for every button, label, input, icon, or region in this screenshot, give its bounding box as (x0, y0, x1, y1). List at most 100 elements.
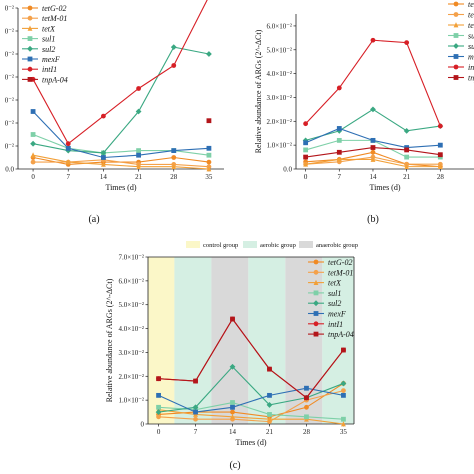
legend-label-tetM-01: tetM-01 (328, 268, 353, 277)
x-tick-label: 28 (437, 173, 445, 181)
x-axis-label: Times (d) (369, 183, 400, 192)
legend-label-tetX: tetX (468, 21, 474, 30)
legend-marker-mexF (27, 56, 33, 62)
point-mexF (304, 385, 309, 391)
panel-b-label: (b) (367, 214, 379, 225)
point-mexF (267, 392, 272, 398)
legend-label-tnpA-04: tnpA-04 (42, 75, 68, 84)
panel-a: 0 7 14 21 28 35 Times (d) 0.0 0⁻² 0⁻² 0⁻² 0⁻² 0⁻² 0⁻²… (5, 0, 224, 192)
band-legend-swatch (299, 241, 313, 248)
point-sul1 (336, 137, 342, 143)
y-tick-label: 0⁻² (5, 74, 14, 82)
point-intI1 (136, 86, 141, 91)
point-tetX (206, 166, 212, 172)
point-intI1 (101, 113, 106, 119)
point-tetG-02 (206, 159, 212, 165)
legend-marker-intI1 (313, 321, 319, 327)
x-tick-label: 7 (66, 173, 70, 181)
y-tick-label: 2.0×10⁻² (119, 373, 145, 381)
point-intI1 (336, 85, 342, 91)
point-mexF (193, 409, 198, 415)
x-tick-label: 14 (100, 173, 108, 181)
series-line-sul2 (32, 46, 210, 154)
point-intI1 (65, 141, 71, 147)
series-line-tetG-02 (158, 382, 344, 418)
legend-label-sul1: sul1 (328, 289, 341, 298)
point-mexF (437, 142, 443, 148)
legend-label-sul2: sul2 (328, 299, 341, 308)
point-mexF (101, 155, 106, 160)
panel-a-label: (a) (88, 214, 99, 225)
point-intI1 (404, 40, 410, 46)
y-tick-label: 5.0×10⁻² (267, 46, 293, 54)
legend-label-tnpA-04: tnpA-04 (468, 74, 474, 83)
x-axis-label: Times (d) (105, 183, 136, 192)
panel-c: control group aerobic group anaerobic grou… (105, 241, 358, 447)
point-mexF (336, 126, 342, 131)
point-tetX (437, 163, 443, 170)
series-line-sul2 (158, 365, 344, 413)
x-axis-label: Times (d) (235, 438, 266, 447)
point-sul2 (370, 106, 376, 113)
y-tick-label: 4.0×10⁻² (119, 325, 145, 333)
point-tnpA-04 (336, 149, 342, 155)
point-intI1 (437, 123, 443, 129)
point-sul2 (155, 409, 162, 415)
point-tetX (171, 163, 177, 170)
point-tetX (230, 413, 235, 420)
point-sul2 (229, 363, 236, 370)
point-tetX (303, 161, 309, 167)
point-sul2 (135, 108, 142, 115)
point-tetG-02 (304, 404, 309, 410)
y-tick-label: 0⁻² (5, 120, 14, 128)
legend-label-sul1: sul1 (42, 35, 55, 44)
legend-label-intI1: intI1 (42, 65, 57, 74)
point-tetM-01 (341, 388, 346, 393)
series-line-sul1 (32, 133, 209, 156)
legend-label-sul2: sul2 (42, 45, 55, 54)
y-axis-label: Relative abundance of ARGs (2^-ΔCt) (254, 29, 263, 153)
band-aerobic (248, 257, 286, 424)
x-tick-label: 35 (340, 428, 348, 436)
legend-marker-sul2 (313, 300, 319, 307)
point-intI1 (370, 37, 376, 43)
legend-label-tetX: tetX (42, 24, 56, 33)
point-tetX (336, 156, 342, 162)
point-tetX (370, 156, 376, 162)
y-tick-label: 1.0×10⁻² (119, 397, 145, 405)
x-tick-label: 0 (31, 173, 35, 181)
legend-marker-sul2 (453, 43, 459, 49)
band-legend-swatch (186, 241, 200, 248)
band-aerobic (322, 257, 354, 424)
legend-marker-tnpA-04 (27, 77, 33, 82)
point-sul1 (230, 400, 235, 405)
point-sul1 (30, 132, 36, 137)
y-tick-label: 0.0 (283, 166, 292, 174)
band-aerobic (174, 257, 212, 424)
legend-label-mexF: mexF (42, 55, 60, 64)
y-tick-label: 0⁻² (5, 28, 14, 36)
series-line-tetG-02 (32, 156, 209, 165)
point-sul1 (206, 152, 212, 158)
legend-marker-intI1 (453, 64, 459, 70)
x-tick-label: 35 (205, 173, 213, 181)
point-sul2 (266, 402, 273, 408)
y-tick-label: 0⁻² (5, 143, 14, 151)
point-tnpA-04 (303, 154, 309, 160)
point-tnpA-04 (156, 376, 161, 382)
point-sul2 (403, 127, 410, 134)
legend-marker-sul1 (453, 33, 459, 38)
y-tick-label: 6.0×10⁻² (119, 277, 145, 285)
point-tnpA-04 (230, 316, 235, 322)
point-sul2 (100, 150, 107, 156)
legend-label-intI1: intI1 (328, 320, 343, 329)
point-tetG-02 (171, 155, 177, 160)
series-line-tetX (32, 154, 209, 170)
band-legend-label: aerobic group (260, 242, 296, 249)
legend-label-sul1: sul1 (468, 32, 474, 41)
point-tetX (30, 152, 36, 158)
series-line-mexF (32, 111, 209, 159)
x-tick-label: 14 (369, 173, 377, 181)
y-tick-label: 0⁻² (5, 97, 14, 105)
